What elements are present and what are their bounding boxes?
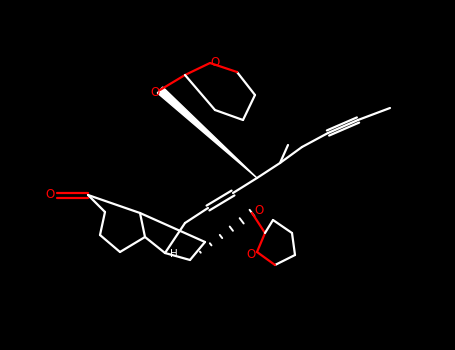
Text: O: O xyxy=(254,203,263,217)
Text: O: O xyxy=(210,56,220,69)
Text: O: O xyxy=(46,189,55,202)
Text: O: O xyxy=(246,247,256,260)
Text: O: O xyxy=(150,85,160,98)
Text: H: H xyxy=(170,249,178,259)
Polygon shape xyxy=(157,87,257,178)
